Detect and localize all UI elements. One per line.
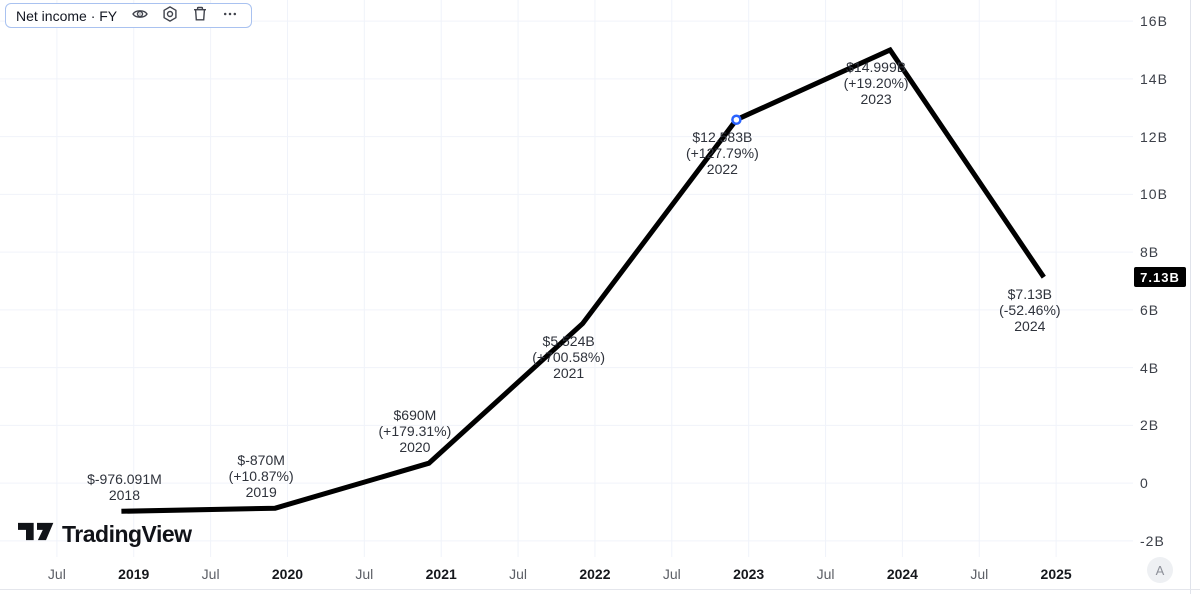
x-axis-year-label: 2021 [425, 566, 457, 582]
settings-icon [161, 5, 179, 26]
tradingview-logo[interactable]: TradingView [18, 518, 192, 550]
data-point-label: $690M (+179.31%) 2020 [378, 407, 452, 456]
data-point-label: $-976.091M 2018 [87, 471, 162, 504]
x-axis-year-label: 2022 [579, 566, 611, 582]
bottom-border-divider [0, 589, 1200, 590]
x-axis-year-label: 2023 [733, 566, 765, 582]
y-axis-tick-label: 10B [1140, 186, 1168, 203]
data-point-label: $5.524B (+700.58%) 2021 [532, 332, 606, 381]
data-point-label: $7.13B (-52.46%) 2024 [999, 286, 1061, 335]
data-point-label: $12.583B (+127.79%) 2022 [685, 128, 759, 177]
x-axis-year-label: 2019 [118, 566, 150, 582]
y-axis-tick-label: 14B [1140, 70, 1168, 87]
y-axis-tick-label: -2B [1140, 532, 1165, 549]
last-price-badge: 7.13B [1134, 267, 1186, 288]
y-axis-tick-label: 0 [1140, 475, 1149, 492]
x-axis-month-label: Jul [355, 566, 374, 582]
x-axis-month-label: Jul [509, 566, 528, 582]
y-axis-tick-label: 16B [1140, 13, 1168, 30]
x-axis-year-label: 2025 [1040, 566, 1072, 582]
series-legend-pill[interactable]: Net income · FY [5, 3, 253, 28]
net-income-line[interactable] [121, 46, 1046, 514]
x-axis-month-label: Jul [662, 566, 681, 582]
right-border-divider [1190, 0, 1191, 594]
y-axis-tick-label: 12B [1140, 128, 1168, 145]
x-axis-month-label: Jul [816, 566, 835, 582]
y-axis-tick-label: 8B [1140, 244, 1160, 261]
hide-series-button[interactable] [127, 6, 153, 26]
y-axis-tick-label: 4B [1140, 359, 1160, 376]
trash-icon [191, 5, 209, 26]
eye-icon [131, 5, 149, 26]
data-point-label: $-870M (+10.87%) 2019 [228, 452, 294, 501]
data-point-label: $14.999B (+19.20%) 2023 [843, 58, 909, 107]
tradingview-logo-text: TradingView [62, 520, 192, 547]
x-axis-year-label: 2020 [271, 566, 304, 582]
x-axis-month-label: Jul [201, 566, 220, 582]
series-settings-button[interactable] [157, 6, 183, 26]
x-axis-month-label: Jul [970, 566, 989, 582]
more-dots-icon [221, 5, 239, 26]
series-title: Net income · FY [16, 7, 118, 24]
tradingview-logo-mark-icon [18, 518, 54, 550]
more-options-button[interactable] [217, 6, 243, 26]
corner-a-badge[interactable]: A [1147, 557, 1173, 583]
hover-point-marker[interactable] [731, 114, 742, 125]
x-axis-year-label: 2024 [886, 566, 918, 582]
y-axis-tick-label: 2B [1140, 417, 1160, 434]
x-axis-month-label: Jul [47, 566, 66, 582]
delete-series-button[interactable] [187, 6, 213, 26]
y-axis-tick-label: 6B [1140, 301, 1160, 318]
